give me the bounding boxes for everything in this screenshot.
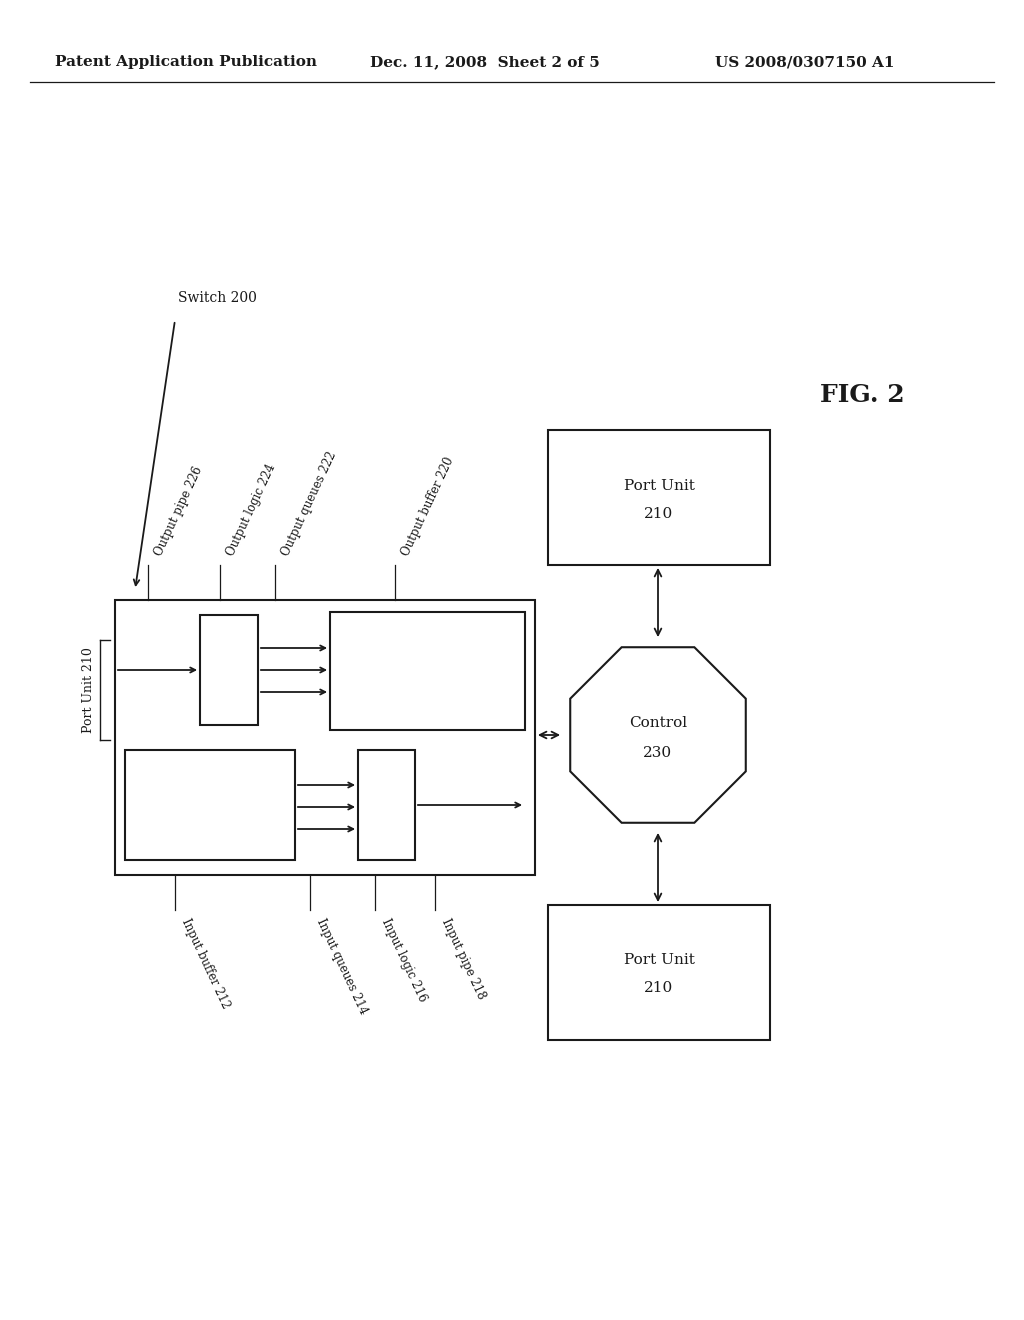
Text: Port Unit 210: Port Unit 210 bbox=[82, 647, 94, 733]
Text: Input queues 214: Input queues 214 bbox=[314, 917, 370, 1016]
Text: Switch 200: Switch 200 bbox=[178, 290, 257, 305]
Text: 210: 210 bbox=[644, 982, 674, 995]
Text: Port Unit: Port Unit bbox=[624, 479, 694, 492]
Text: FIG. 2: FIG. 2 bbox=[820, 383, 904, 407]
Bar bbox=[358, 750, 415, 861]
Text: Input pipe 218: Input pipe 218 bbox=[439, 917, 487, 1002]
Text: Output logic 224: Output logic 224 bbox=[224, 462, 279, 558]
Text: Output buffer 220: Output buffer 220 bbox=[399, 455, 457, 558]
Text: US 2008/0307150 A1: US 2008/0307150 A1 bbox=[715, 55, 895, 69]
Text: 210: 210 bbox=[644, 507, 674, 520]
Bar bbox=[548, 430, 770, 565]
Polygon shape bbox=[570, 647, 745, 822]
Text: Dec. 11, 2008  Sheet 2 of 5: Dec. 11, 2008 Sheet 2 of 5 bbox=[370, 55, 600, 69]
Bar bbox=[115, 601, 535, 875]
Bar bbox=[125, 750, 295, 861]
Text: Patent Application Publication: Patent Application Publication bbox=[55, 55, 317, 69]
Bar bbox=[548, 906, 770, 1040]
Text: Control: Control bbox=[629, 715, 687, 730]
Text: Input buffer 212: Input buffer 212 bbox=[179, 917, 232, 1011]
Text: Port Unit: Port Unit bbox=[624, 953, 694, 968]
Text: 230: 230 bbox=[643, 746, 673, 760]
Bar bbox=[330, 612, 525, 730]
Text: Output queues 222: Output queues 222 bbox=[279, 450, 339, 558]
Bar bbox=[200, 615, 258, 725]
Text: Input logic 216: Input logic 216 bbox=[379, 917, 429, 1005]
Text: Output pipe 226: Output pipe 226 bbox=[152, 465, 205, 558]
